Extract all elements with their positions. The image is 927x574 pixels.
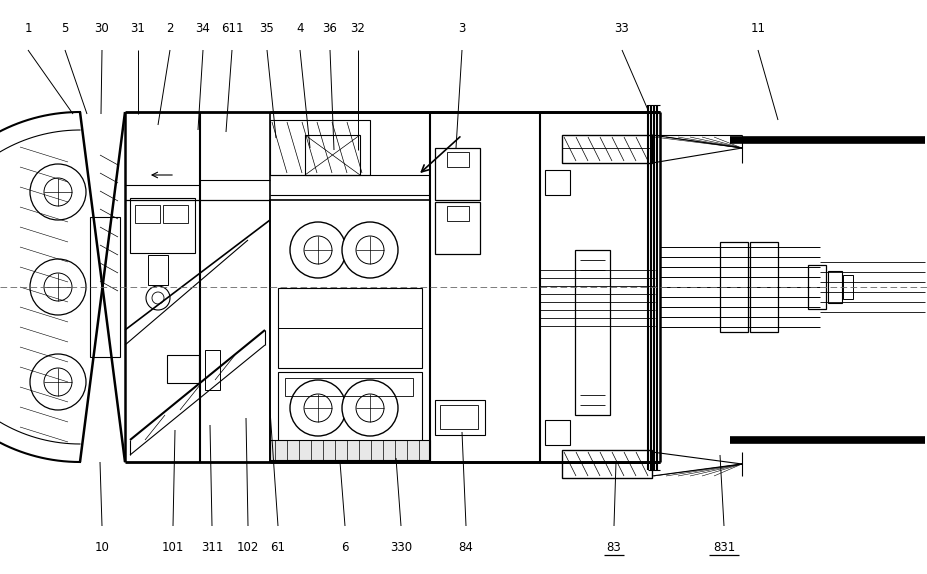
Bar [278,288,422,368]
Bar [270,440,429,460]
Bar [562,450,652,478]
Bar [447,152,468,167]
Bar [562,135,652,163]
Bar [270,200,429,462]
Circle shape [342,222,398,278]
Bar [90,217,120,357]
Text: 84: 84 [458,541,473,554]
Text: 2: 2 [166,21,173,34]
Text: 35: 35 [260,21,274,34]
Text: 11: 11 [750,21,765,34]
Bar [439,405,477,429]
Bar [134,205,159,223]
Text: 4: 4 [296,21,303,34]
Bar [435,400,485,435]
Bar [285,378,413,396]
Text: 6: 6 [341,541,349,554]
Bar [435,202,479,254]
Bar [447,206,468,221]
Circle shape [30,354,86,410]
Text: 10: 10 [95,541,109,554]
Text: 102: 102 [236,541,259,554]
Text: 330: 330 [389,541,412,554]
Bar [147,255,168,285]
Bar [130,198,195,253]
Bar [305,135,360,175]
Bar [167,355,198,383]
Text: 61: 61 [270,541,286,554]
Bar [544,420,569,445]
Circle shape [289,222,346,278]
Bar [205,350,220,390]
Bar [575,250,609,415]
Text: 83: 83 [606,541,621,554]
Circle shape [30,164,86,220]
Text: 1: 1 [24,21,32,34]
Text: 831: 831 [712,541,734,554]
Bar [435,148,479,200]
Circle shape [30,259,86,315]
Circle shape [146,286,170,310]
Text: 31: 31 [131,21,146,34]
Circle shape [342,380,398,436]
Text: 101: 101 [161,541,184,554]
Bar [749,242,777,332]
Text: 36: 36 [323,21,337,34]
Bar [842,275,852,299]
Bar [827,271,841,303]
Bar [270,120,370,175]
Bar [163,205,188,223]
Bar [278,372,422,454]
Text: 311: 311 [200,541,223,554]
Text: 33: 33 [614,21,629,34]
Bar [807,265,825,309]
Text: 34: 34 [196,21,210,34]
Circle shape [289,380,346,436]
Bar [544,170,569,195]
Text: 30: 30 [95,21,109,34]
Text: 611: 611 [221,21,243,34]
Text: 5: 5 [61,21,69,34]
Text: 3: 3 [458,21,465,34]
Text: 32: 32 [350,21,365,34]
Bar [719,242,747,332]
